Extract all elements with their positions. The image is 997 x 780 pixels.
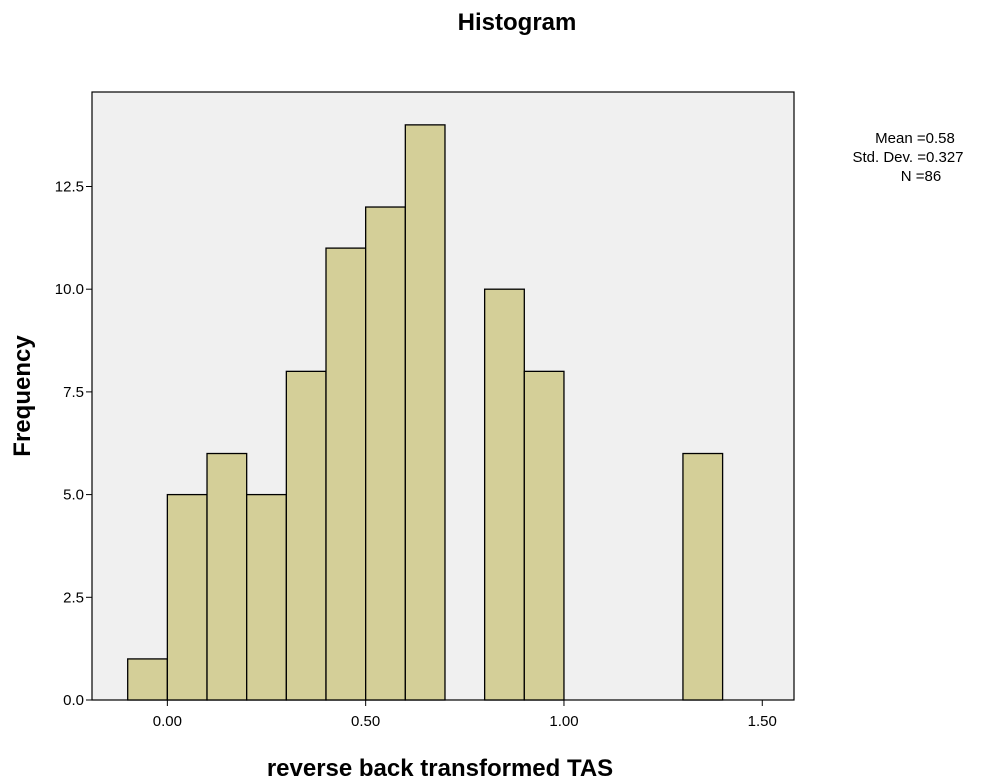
y-tick-label: 5.0	[63, 487, 84, 504]
x-tick-label: 1.50	[748, 713, 777, 730]
stats-n: N =86	[901, 168, 941, 185]
histogram-bar	[206, 452, 248, 701]
histogram-bar	[483, 288, 525, 701]
stats-legend: Mean =0.58 Std. Dev. =0.327 N =86	[852, 130, 963, 185]
histogram-bar	[127, 658, 169, 701]
bars-group	[127, 124, 724, 701]
y-tick-label: 12.5	[55, 178, 84, 195]
histogram-bar	[404, 124, 446, 701]
y-tick-label: 10.0	[55, 281, 84, 298]
histogram-bar	[285, 370, 327, 701]
histogram-bar	[523, 370, 565, 701]
histogram-bar	[365, 206, 406, 701]
y-tick-label: 0.0	[63, 692, 84, 709]
histogram-bar	[246, 493, 287, 701]
stats-std-dev: Std. Dev. =0.327	[852, 149, 963, 166]
x-tick-label: 0.00	[153, 713, 182, 730]
y-tick-label: 2.5	[63, 589, 84, 606]
x-tick-label: 1.00	[549, 713, 578, 730]
y-tick-label: 7.5	[63, 384, 84, 401]
histogram-bar	[325, 247, 367, 701]
x-axis-label: reverse back transformed TAS	[267, 755, 613, 780]
y-axis-label: Frequency	[9, 335, 36, 457]
histogram-bar	[166, 493, 208, 701]
stats-mean: Mean =0.58	[875, 130, 955, 147]
x-axis: 0.00 0.50 1.00 1.50	[153, 700, 777, 730]
x-tick-label: 0.50	[351, 713, 380, 730]
y-axis: 0.0 2.5 5.0 7.5 10.0 12.5	[55, 178, 92, 709]
histogram-bar	[682, 452, 724, 701]
chart-title: Histogram	[458, 9, 577, 36]
